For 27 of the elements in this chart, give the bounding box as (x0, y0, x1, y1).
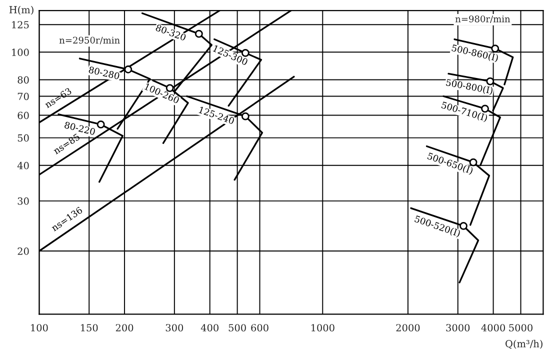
x-tick-label: 500 (228, 324, 246, 332)
text: 80-280 (88, 66, 120, 80)
x-tick-label: 200 (116, 324, 134, 332)
x-tick-label: 5000 (509, 324, 532, 332)
y-tick-label: 125 (12, 21, 29, 28)
x-tick-label: 100 (31, 324, 48, 332)
y-axis-title: H(m) (9, 6, 34, 15)
y-tick-label: 20 (18, 248, 29, 255)
text: 80-220 (64, 121, 96, 136)
x-tick-label: 300 (166, 324, 184, 332)
y-tick-label: 100 (12, 48, 29, 56)
y-tick-label: 30 (18, 197, 29, 205)
x-tick-label: 2000 (396, 324, 420, 332)
y-tick-label: 80 (18, 76, 29, 84)
annotation: n=2950r/min (59, 36, 120, 44)
y-tick-label: 40 (17, 162, 29, 170)
y-tick-label: 60 (18, 112, 29, 120)
x-tick-label: 150 (81, 324, 98, 332)
x-axis-title: Q(m³/h) (506, 340, 542, 349)
y-tick-label: 50 (18, 134, 29, 142)
x-tick-label: 4000 (481, 324, 506, 332)
x-tick-label: 1000 (311, 324, 334, 332)
x-tick-label: 3000 (446, 324, 470, 332)
annotation: n=980r/min (455, 15, 510, 24)
x-tick-label: 600 (251, 324, 268, 332)
x-tick-label: 400 (200, 324, 218, 332)
y-tick-label: 70 (18, 92, 29, 100)
